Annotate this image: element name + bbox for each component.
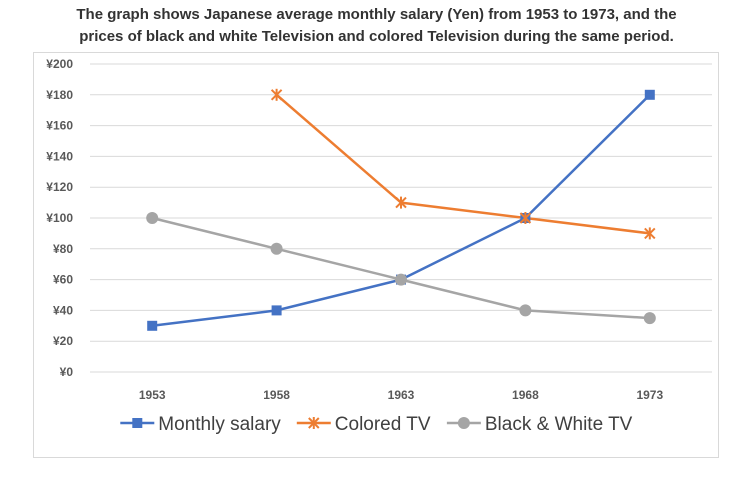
legend-item-colored-tv: Colored TV	[296, 414, 431, 435]
x-tick-label: 1963	[388, 388, 415, 402]
data-point-black-white-tv	[270, 242, 283, 255]
chart-title-line-2: prices of black and white Television and…	[79, 28, 674, 45]
data-point-monthly-salary	[147, 320, 158, 331]
legend-swatch-marker	[132, 418, 143, 428]
legend: Monthly salary Colored TV Black & White TV	[120, 414, 633, 435]
x-tick-label: 1953	[139, 388, 166, 402]
y-tick-label: ¥120	[46, 180, 73, 194]
y-tick-label: ¥100	[46, 211, 73, 225]
y-tick-label: ¥40	[53, 303, 73, 317]
y-tick-label: ¥140	[46, 149, 73, 163]
data-point-black-white-tv	[519, 304, 532, 317]
series-line-monthly-salary	[152, 93, 651, 328]
data-point-monthly-salary	[644, 89, 655, 100]
data-point-colored-tv	[644, 227, 656, 240]
data-point-colored-tv	[270, 88, 283, 101]
series-markers	[146, 88, 656, 331]
legend-swatch-marker	[308, 417, 320, 429]
y-tick-label: ¥180	[46, 88, 73, 102]
y-tick-label: ¥200	[46, 57, 73, 71]
legend-label: Colored TV	[335, 414, 431, 435]
x-tick-label: 1968	[512, 388, 539, 402]
x-axis-tick-labels: 1953 1958 1963 1968 1973	[139, 388, 664, 402]
y-tick-label: ¥160	[46, 119, 73, 133]
series-lines	[151, 93, 651, 328]
legend-label: Black & White TV	[485, 414, 633, 435]
y-tick-label: ¥80	[53, 242, 73, 256]
legend-swatch-marker	[457, 417, 470, 429]
x-tick-label: 1973	[636, 388, 663, 402]
chart-title-line-1: The graph shows Japanese average monthly…	[76, 6, 677, 23]
y-tick-label: ¥60	[53, 273, 73, 287]
data-point-black-white-tv	[395, 273, 407, 286]
gridlines	[90, 63, 712, 373]
series-line-colored-tv	[275, 93, 650, 235]
chart-frame	[33, 52, 719, 458]
legend-item-black-white-tv: Black & White TV	[446, 414, 633, 435]
legend-label: Monthly salary	[158, 414, 281, 435]
data-point-colored-tv	[519, 212, 532, 224]
series-line-black-white-tv	[151, 216, 650, 320]
chart-title: The graph shows Japanese average monthly…	[0, 4, 753, 48]
data-point-monthly-salary	[271, 305, 282, 316]
data-point-black-white-tv	[146, 212, 159, 224]
y-tick-label: ¥0	[60, 365, 74, 379]
data-point-black-white-tv	[643, 312, 656, 325]
y-tick-label: ¥20	[53, 334, 73, 348]
y-axis-tick-labels: ¥0 ¥20 ¥40 ¥60 ¥80 ¥100 ¥120 ¥140 ¥160 ¥180 ¥200	[46, 57, 73, 379]
legend-item-monthly-salary: Monthly salary	[120, 414, 281, 435]
data-point-colored-tv	[395, 196, 407, 209]
x-tick-label: 1958	[263, 388, 290, 402]
